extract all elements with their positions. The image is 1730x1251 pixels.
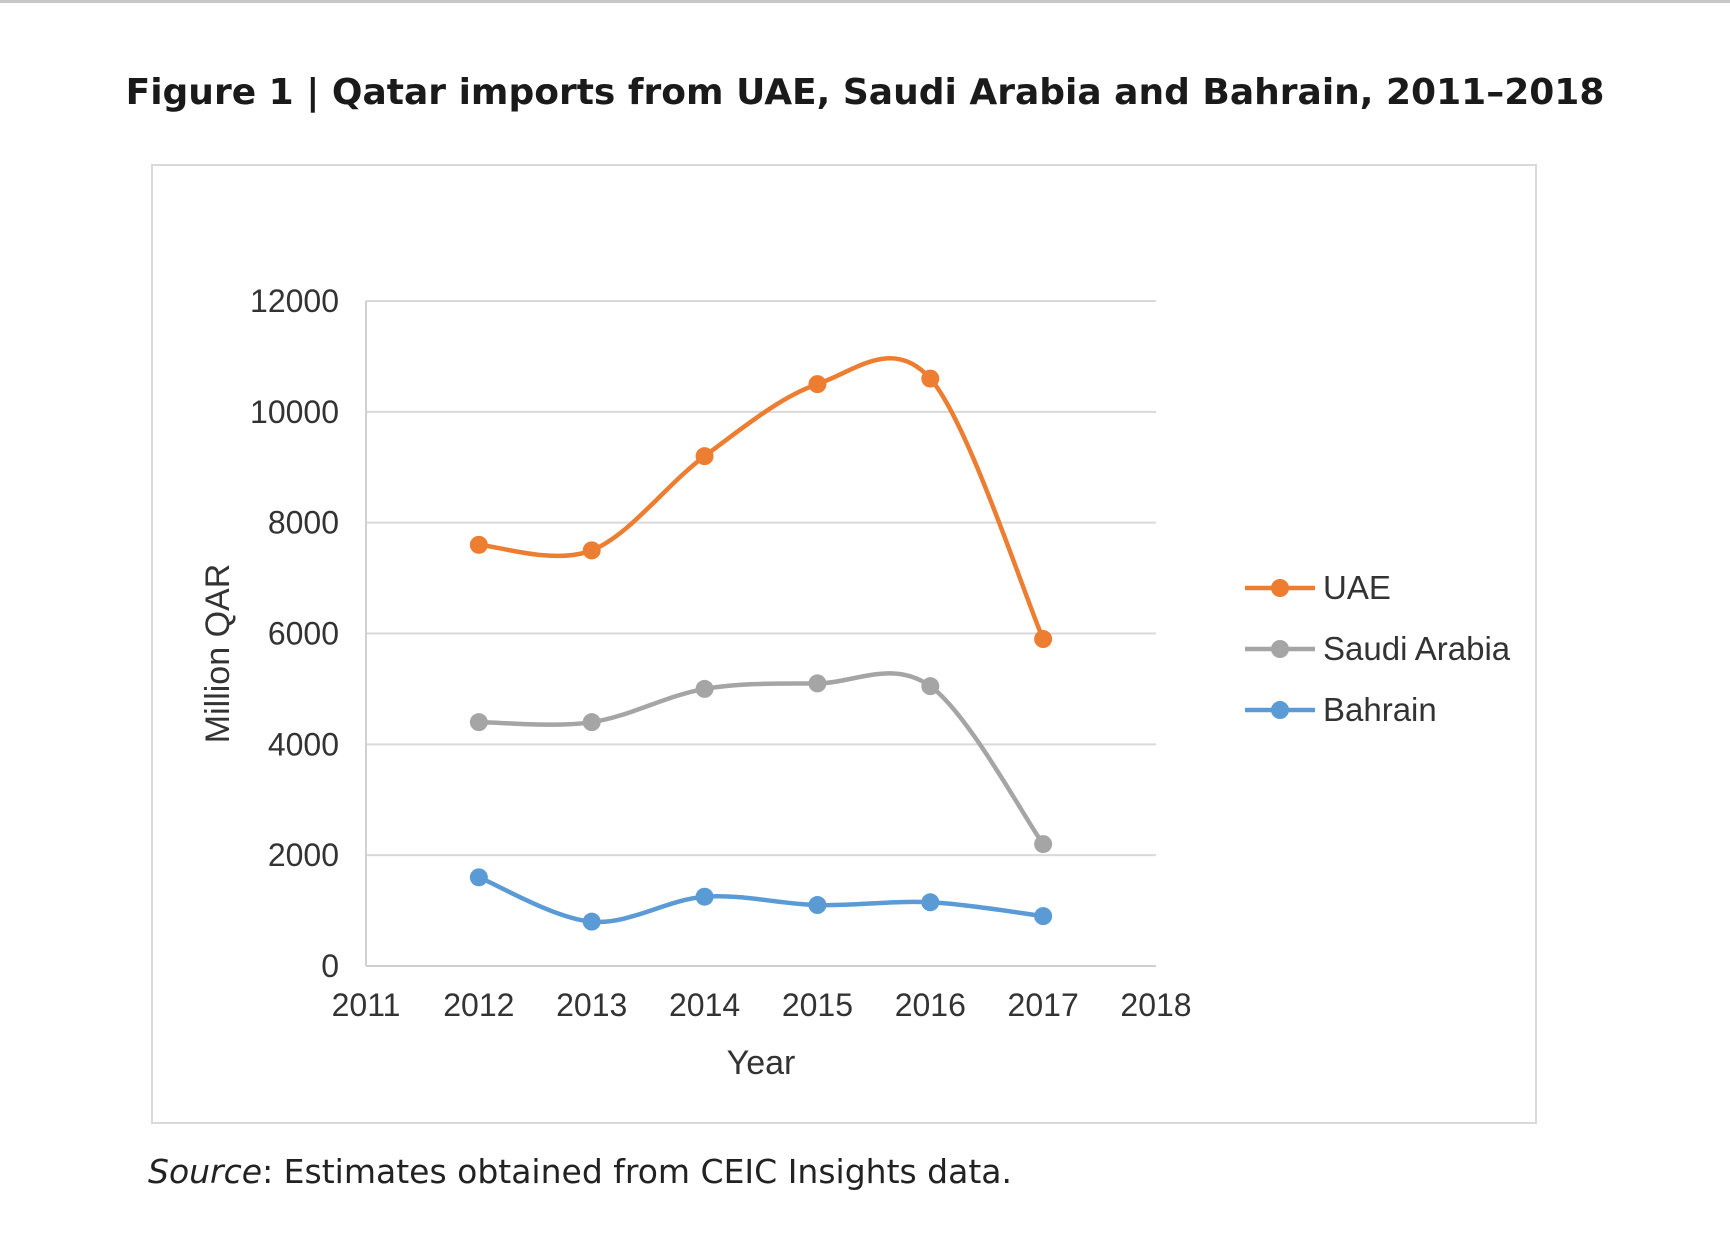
x-tick-label: 2011 — [332, 987, 401, 1023]
data-point-saudi-arabia-2014 — [695, 679, 714, 698]
data-point-saudi-arabia-2015 — [808, 674, 827, 693]
data-point-saudi-arabia-2013 — [582, 713, 601, 732]
legend-label-saudi-arabia: Saudi Arabia — [1323, 630, 1511, 667]
data-point-saudi-arabia-2017 — [1034, 835, 1053, 854]
y-tick-label: 6000 — [268, 616, 339, 652]
data-point-bahrain-2013 — [582, 912, 601, 931]
data-point-uae-2015 — [808, 375, 827, 394]
legend: UAE Saudi Arabia Bahrain — [1245, 569, 1511, 728]
data-point-uae-2014 — [695, 447, 714, 466]
data-point-bahrain-2014 — [695, 887, 714, 906]
data-point-saudi-arabia-2012 — [469, 713, 488, 732]
source-label: Source — [148, 1152, 263, 1191]
series-line-uae — [478, 356, 1046, 640]
y-tick-label: 2000 — [268, 837, 339, 873]
top-rule — [0, 0, 1730, 3]
x-tick-label: 2012 — [443, 987, 514, 1023]
x-tick-label: 2016 — [895, 987, 966, 1023]
legend-marker-bahrain — [1271, 701, 1289, 719]
y-tick-label: 0 — [321, 948, 339, 984]
data-point-uae-2017 — [1034, 630, 1053, 649]
chart-frame: 0 2000 4000 6000 8000 10000 12000 2011 2012 2013 2… — [151, 164, 1537, 1124]
data-point-bahrain-2015 — [808, 896, 827, 915]
y-axis-title: Million QAR — [199, 564, 237, 743]
data-point-bahrain-2017 — [1034, 907, 1053, 926]
data-point-uae-2016 — [921, 369, 940, 388]
axes: 0 2000 4000 6000 8000 10000 12000 2011 2012 2013 2… — [199, 283, 1192, 1082]
y-tick-label: 12000 — [250, 283, 339, 319]
series-line-bahrain — [478, 875, 1044, 925]
data-point-bahrain-2016 — [921, 893, 940, 912]
x-axis-title: Year — [727, 1044, 796, 1082]
data-point-bahrain-2012 — [469, 868, 488, 887]
line-chart: 0 2000 4000 6000 8000 10000 12000 2011 2012 2013 2… — [199, 283, 1511, 1082]
legend-label-uae: UAE — [1323, 569, 1391, 606]
y-tick-label: 8000 — [268, 505, 339, 541]
y-tick-label: 10000 — [250, 394, 339, 430]
legend-marker-uae — [1271, 579, 1289, 597]
data-point-saudi-arabia-2016 — [921, 677, 940, 696]
series-line-saudi-arabia — [478, 671, 1045, 846]
x-tick-label: 2015 — [782, 987, 853, 1023]
x-tick-label: 2013 — [556, 987, 627, 1023]
x-tick-label: 2017 — [1008, 987, 1079, 1023]
figure-title: Figure 1 | Qatar imports from UAE, Saudi… — [125, 72, 1605, 113]
source-note: Source: Estimates obtained from CEIC Ins… — [148, 1152, 1012, 1191]
data-point-uae-2012 — [469, 535, 488, 554]
y-tick-label: 4000 — [268, 726, 339, 762]
data-point-uae-2013 — [582, 541, 601, 560]
source-text: : Estimates obtained from CEIC Insights … — [262, 1152, 1013, 1191]
x-tick-label: 2018 — [1120, 987, 1191, 1023]
legend-label-bahrain: Bahrain — [1323, 691, 1437, 728]
gridlines — [366, 300, 1156, 857]
series-lines — [469, 356, 1053, 931]
legend-marker-saudi-arabia — [1271, 640, 1289, 658]
x-tick-label: 2014 — [669, 987, 740, 1023]
